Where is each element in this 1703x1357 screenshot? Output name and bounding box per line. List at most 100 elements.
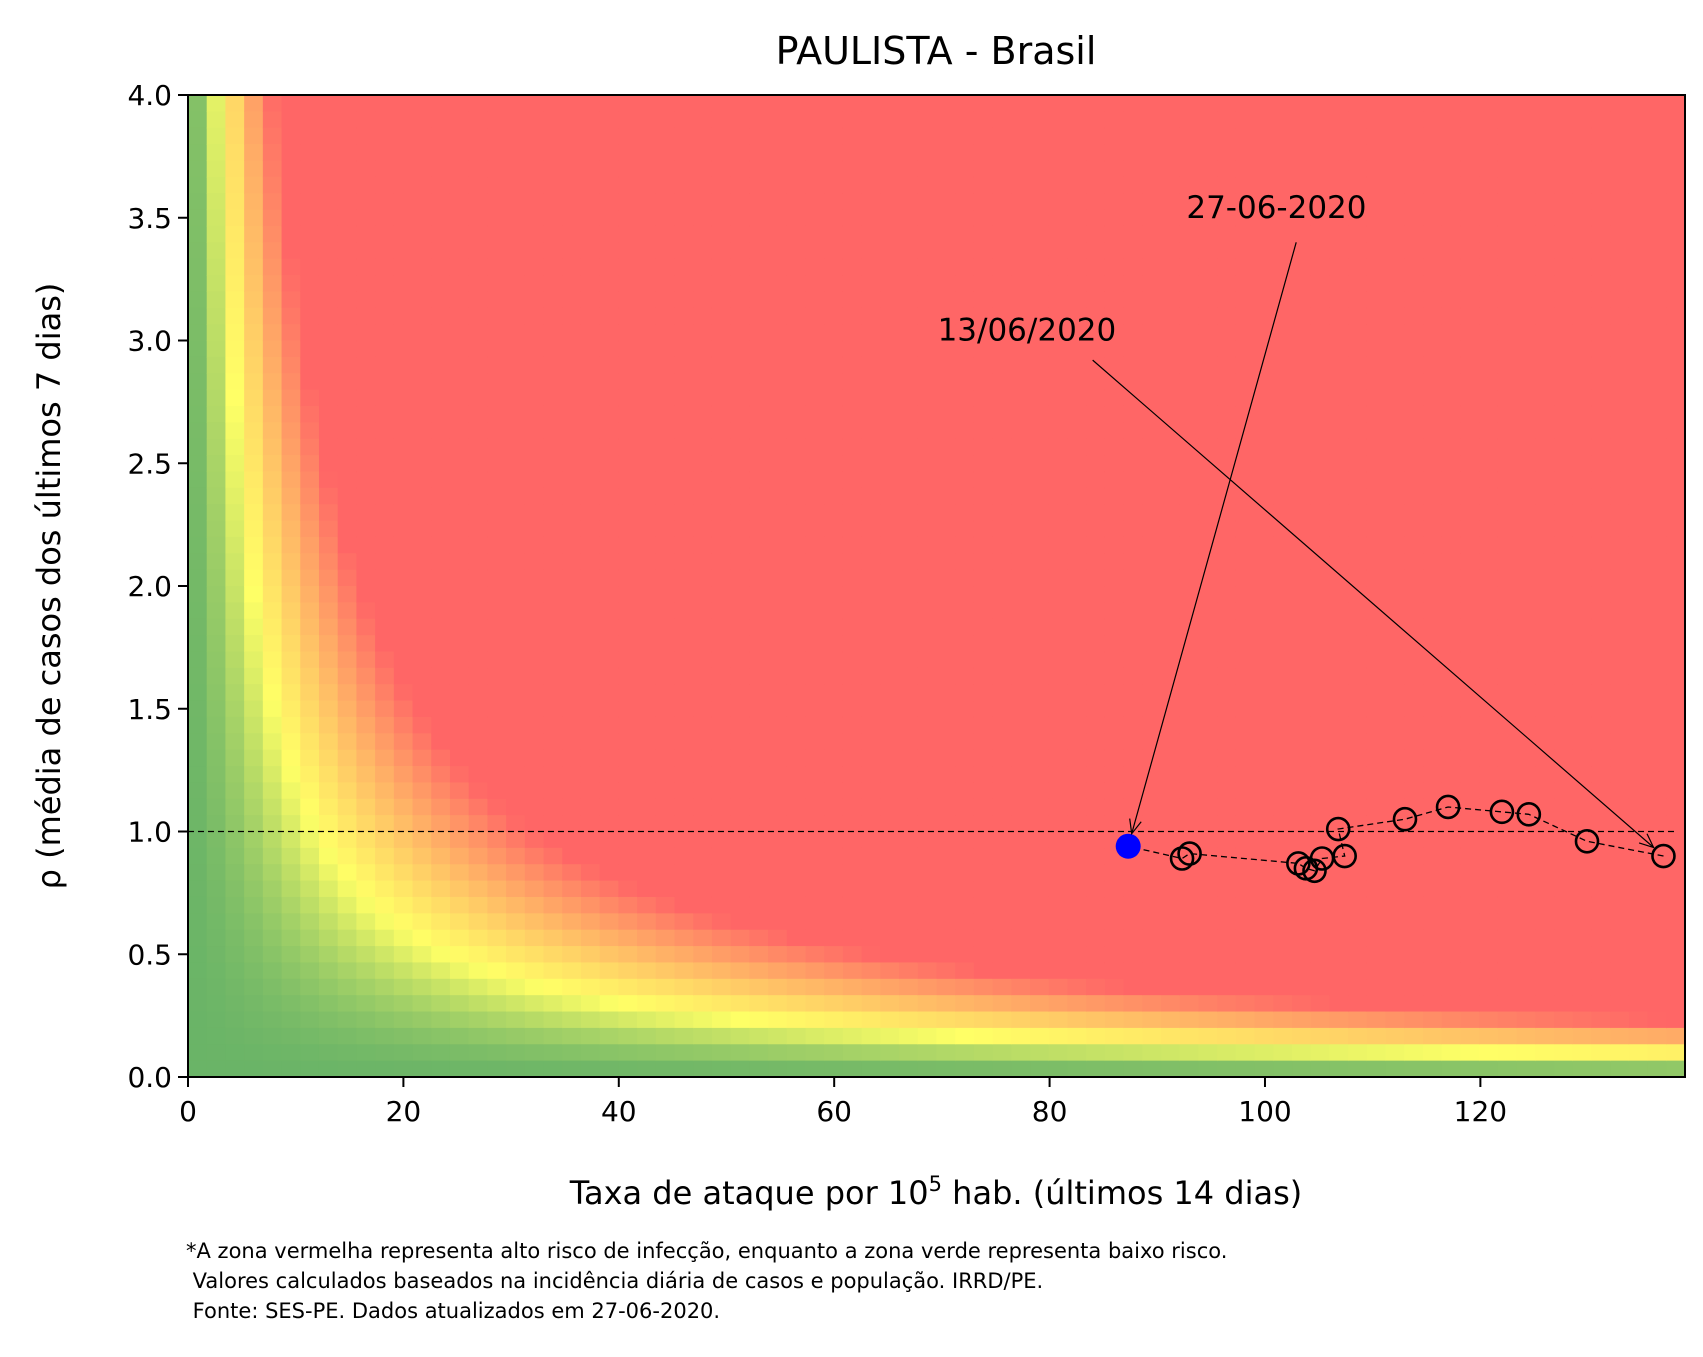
x-tick-label: 40 [601,1095,637,1128]
heatmap-cell [711,700,732,718]
heatmap-cell [786,422,807,440]
heatmap-cell [393,324,414,342]
annotation-label-2: 27-06-2020 [1186,190,1366,226]
heatmap-cell [768,864,788,882]
heatmap-cell [1161,995,1181,1013]
heatmap-cell [1479,356,1499,374]
heatmap-cell [1142,405,1162,423]
heatmap-cell [936,209,956,227]
heatmap-cell [337,242,358,260]
heatmap-cell [431,946,451,964]
heatmap-cell [337,487,358,505]
heatmap-cell [899,438,919,456]
heatmap-cell [1310,749,1331,767]
heatmap-cell [300,553,320,571]
heatmap-cell [1235,684,1256,702]
heatmap-cell [1497,864,1518,882]
heatmap-cell [1123,618,1143,636]
heatmap-cell [861,438,881,456]
heatmap-cell [1273,618,1293,636]
heatmap-cell [487,176,507,194]
heatmap-cell [1086,258,1106,276]
heatmap-cell [1460,209,1480,227]
heatmap-cell [861,275,881,292]
heatmap-cell [880,405,900,423]
heatmap-cell [1554,389,1574,407]
heatmap-cell [1198,586,1218,603]
heatmap-cell [655,340,676,358]
heatmap-cell [318,275,339,292]
heatmap-cell [955,225,975,243]
heatmap-cell [618,700,638,718]
heatmap-cell [955,913,975,931]
heatmap-cell [449,766,470,783]
heatmap-cell [188,700,208,718]
heatmap-cell [1348,471,1368,489]
heatmap-cell [225,635,245,653]
heatmap-cell [1011,913,1031,931]
heatmap-cell [393,536,414,554]
heatmap-cell [1161,225,1181,243]
heatmap-cell [1142,831,1162,849]
heatmap-cell [1123,95,1143,112]
heatmap-cell [899,651,919,669]
heatmap-cell [1460,831,1480,849]
heatmap-cell [1516,602,1536,620]
heatmap-cell [1329,340,1349,358]
heatmap-cell [1254,209,1274,227]
heatmap-cell [1273,242,1293,260]
heatmap-cell [300,1027,320,1045]
heatmap-cell [1628,700,1649,718]
heatmap-cell [768,193,788,211]
heatmap-cell [1479,1060,1499,1077]
heatmap-cell [1048,127,1069,145]
heatmap-cell [637,962,657,980]
heatmap-cell [1535,389,1555,407]
heatmap-cell [955,389,975,407]
heatmap-cell [674,847,694,865]
heatmap-cell [1123,880,1143,898]
heatmap-cell [880,946,900,964]
heatmap-cell [1423,144,1443,162]
heatmap-cell [506,962,526,980]
heatmap-cell [487,913,507,931]
heatmap-cell [1142,962,1162,980]
heatmap-cell [824,455,844,473]
heatmap-cell [1329,536,1349,554]
heatmap-cell [1460,242,1480,260]
heatmap-cell [1329,144,1349,162]
heatmap-cell [1142,275,1162,292]
heatmap-cell [1666,569,1685,587]
heatmap-cell [1217,929,1237,947]
heatmap-cell [637,275,657,292]
heatmap-cell [1292,258,1312,276]
heatmap-cell [1292,95,1312,112]
heatmap-cell [1591,782,1611,800]
heatmap-cell [1554,946,1574,964]
data-points [1115,794,1676,884]
heatmap-cell [1516,373,1536,391]
heatmap-cell [1441,225,1462,243]
heatmap-cell [1011,520,1031,538]
heatmap-cell [562,405,582,423]
heatmap-cell [1348,405,1368,423]
heatmap-cell [1030,766,1050,783]
heatmap-cell [1086,291,1106,309]
heatmap-cell [917,1027,938,1045]
heatmap-cell [824,782,844,800]
heatmap-cell [1198,667,1218,685]
heatmap-cell [655,111,676,129]
heatmap-cell [580,324,601,342]
heatmap-cell [955,831,975,849]
heatmap-cell [580,798,601,816]
heatmap-cell [917,1060,938,1077]
heatmap-cell [786,536,807,554]
heatmap-cell [318,635,339,653]
heatmap-cell [281,962,301,980]
heatmap-cell [356,929,376,947]
heatmap-cell [637,913,657,931]
open-circle-point [1651,843,1676,869]
heatmap-cell [899,782,919,800]
heatmap-cell [244,978,264,996]
heatmap-cell [225,209,245,227]
